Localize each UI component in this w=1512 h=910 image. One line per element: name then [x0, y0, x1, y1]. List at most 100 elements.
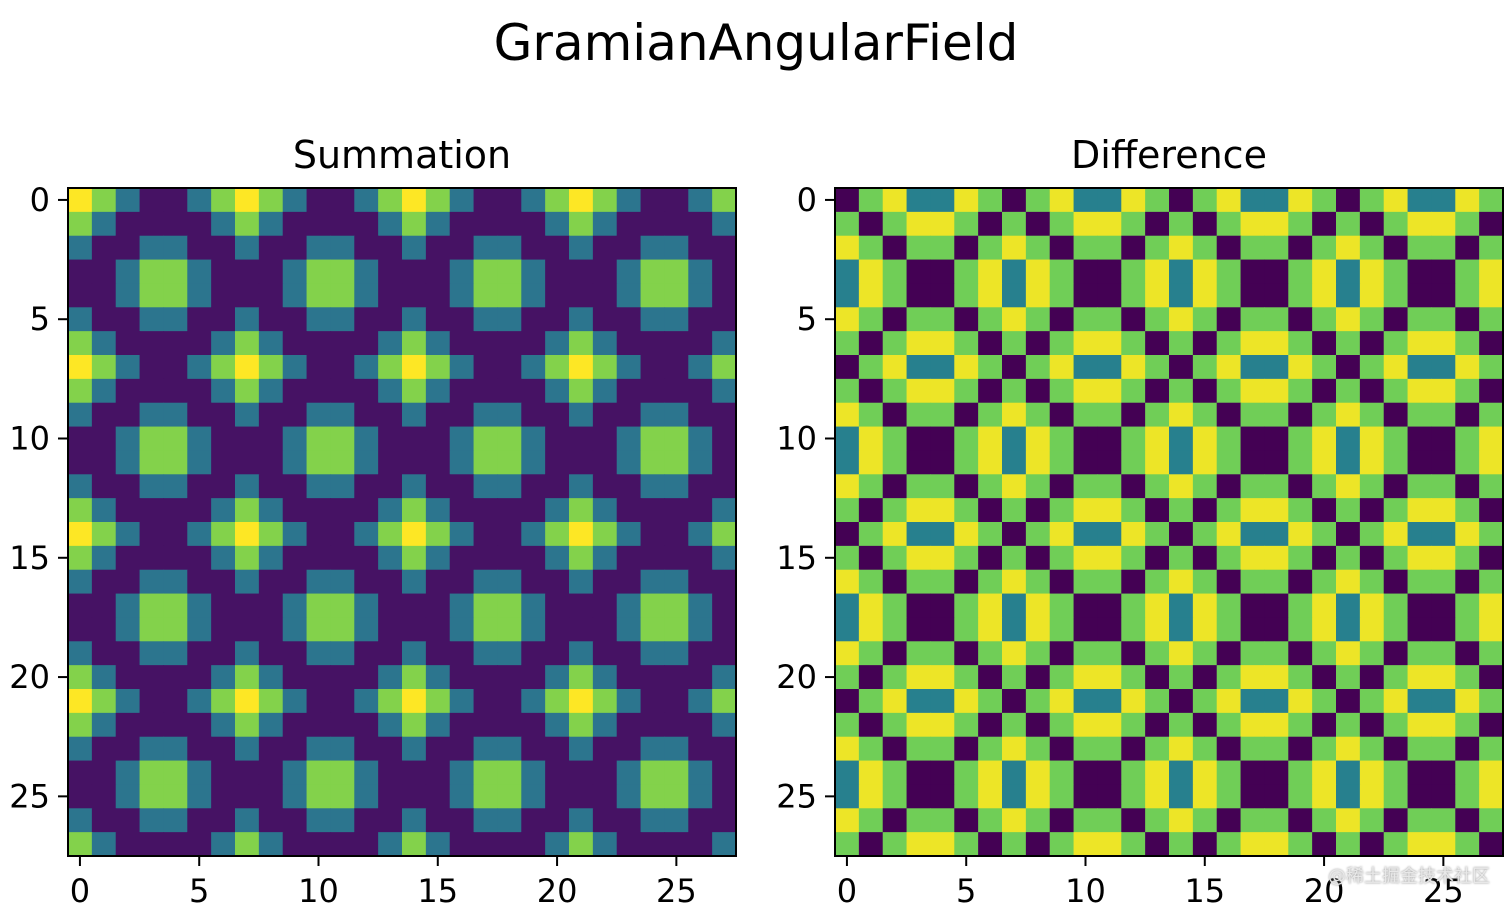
difference-cell [1455, 736, 1480, 762]
summation-cell [258, 378, 284, 404]
difference-cell [1264, 593, 1289, 619]
difference-cell [1383, 331, 1409, 356]
summation-cell [139, 569, 165, 595]
difference-cell [1455, 593, 1480, 619]
summation-cell [712, 498, 737, 523]
difference-cell [1169, 474, 1194, 499]
summation-cell [330, 498, 355, 523]
difference-cell [1407, 522, 1433, 547]
summation-cell [425, 474, 451, 499]
summation-cell [378, 402, 403, 428]
difference-cell [1073, 808, 1099, 833]
difference-cell [1049, 522, 1075, 547]
difference-cell [1002, 355, 1027, 380]
difference-cell [1097, 188, 1122, 213]
summation-cell [569, 760, 594, 786]
summation-cell [330, 665, 355, 690]
summation-cell [258, 760, 284, 786]
difference-cell [1383, 378, 1409, 404]
difference-cell [1049, 450, 1075, 475]
difference-cell [1455, 498, 1480, 523]
summation-cell [378, 832, 403, 857]
summation-cell [664, 307, 689, 332]
summation-cell [425, 283, 451, 308]
difference-cell [1383, 641, 1409, 666]
difference-cell [858, 235, 884, 261]
summation-cell [402, 832, 427, 857]
summation-cell [425, 235, 451, 261]
difference-cell [1002, 474, 1027, 499]
difference-cell [1336, 498, 1361, 523]
summation-cell [187, 307, 212, 332]
difference-cell [1479, 259, 1504, 285]
summation-cell [306, 474, 332, 499]
difference-cell [906, 450, 932, 475]
summation-cell [473, 402, 499, 428]
summation-cell [235, 259, 260, 285]
difference-cell [1383, 402, 1409, 428]
difference-cell [1002, 211, 1027, 237]
summation-cell [521, 712, 546, 738]
difference-cell [1240, 331, 1266, 356]
summation-cell [545, 426, 570, 452]
difference-cell [835, 832, 860, 857]
summation-cell [592, 569, 618, 595]
summation-cell [211, 331, 236, 356]
summation-cell [425, 498, 451, 523]
difference-cell [1002, 426, 1027, 452]
summation-cell [68, 784, 93, 809]
difference-cell [1312, 832, 1337, 857]
summation-cell [473, 545, 499, 571]
summation-cell [569, 522, 594, 547]
difference-cell [1312, 188, 1337, 213]
difference-cell [858, 307, 884, 332]
summation-cell [449, 450, 475, 475]
summation-cell [497, 235, 522, 261]
summation-cell [163, 808, 188, 833]
difference-cell [1169, 736, 1194, 762]
summation-cell [569, 784, 594, 809]
difference-cell [1240, 665, 1266, 690]
summation-cell [378, 498, 403, 523]
summation-cell [378, 188, 403, 213]
summation-cell [91, 450, 117, 475]
summation-cell [545, 474, 570, 499]
summation-cell [378, 211, 403, 237]
summation-cell [712, 593, 737, 619]
summation-cell [688, 307, 713, 332]
difference-cell [906, 522, 932, 547]
difference-cell [1121, 331, 1146, 356]
difference-cell [1288, 378, 1313, 404]
summation-cell [306, 808, 332, 833]
summation-cell [68, 641, 93, 666]
difference-cell [1121, 378, 1146, 404]
difference-cell [1264, 689, 1289, 714]
summation-cell [139, 188, 165, 213]
difference-cell [906, 689, 932, 714]
summation-cell [115, 259, 141, 285]
difference-cell [1073, 402, 1099, 428]
summation-cell [664, 450, 689, 475]
difference-cell [1025, 569, 1051, 595]
summation-cell [306, 211, 332, 237]
summation-cell [545, 188, 570, 213]
difference-cell [930, 402, 955, 428]
difference-cell [1240, 712, 1266, 738]
difference-cell [1025, 665, 1051, 690]
summation-cell [640, 355, 666, 380]
difference-cell [1097, 569, 1122, 595]
summation-cell [211, 450, 236, 475]
difference-xtick-label: 10 [1065, 872, 1106, 910]
summation-cell [473, 355, 499, 380]
difference-cell [1431, 426, 1456, 452]
difference-cell [1169, 307, 1194, 332]
difference-cell [906, 188, 932, 213]
summation-cell [545, 617, 570, 642]
summation-cell [306, 665, 332, 690]
summation-cell [163, 569, 188, 595]
difference-cell [882, 665, 908, 690]
difference-cell [1073, 545, 1099, 571]
difference-cell [978, 450, 1003, 475]
summation-cell [187, 474, 212, 499]
difference-cell [1002, 378, 1027, 404]
